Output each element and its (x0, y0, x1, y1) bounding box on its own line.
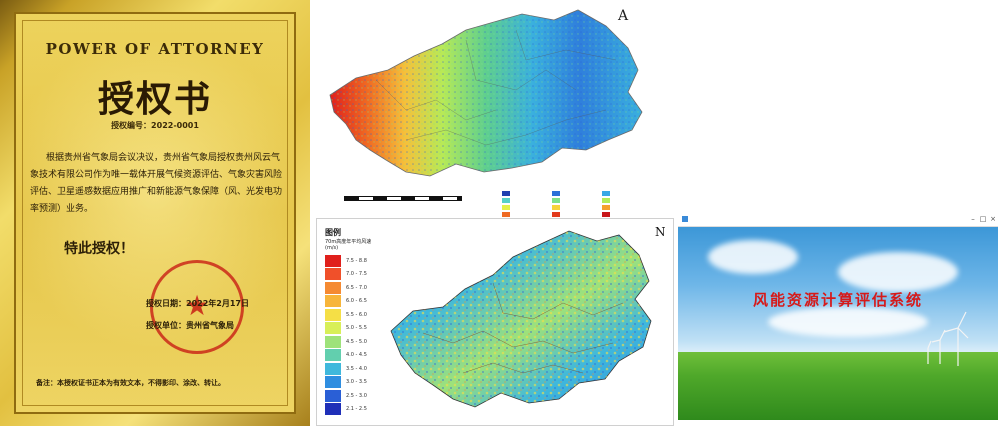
legend-row: 6.5 - 7.0 (325, 281, 383, 295)
certificate-title: 授权书 (97, 78, 212, 120)
legend-swatch (552, 197, 560, 203)
legend-subtitle: 70m高度年平均风速(m/s) (325, 239, 372, 251)
legend-swatch (552, 204, 560, 210)
legend-label: 3.5 - 4.0 (346, 365, 367, 372)
legend-row: 6.0 - 6.5 (325, 295, 383, 309)
legend-item (502, 190, 548, 196)
legend-swatch (325, 295, 341, 308)
window-controls: – □ × (968, 212, 998, 226)
legend-swatch (325, 308, 341, 321)
legend-label: 4.5 - 5.0 (346, 338, 367, 345)
legend-swatch (502, 204, 510, 210)
maximize-icon[interactable]: □ (979, 215, 987, 223)
legend-row: 7.5 - 8.8 (325, 254, 383, 268)
legend-swatch (325, 281, 341, 294)
grass-field (678, 352, 998, 420)
legend-row: 3.0 - 3.5 (325, 376, 383, 390)
close-icon[interactable]: × (990, 215, 996, 223)
legend-swatch (502, 211, 510, 217)
legend-label: 4.0 - 4.5 (346, 352, 367, 359)
legend-item (502, 204, 548, 210)
legend-item (602, 197, 648, 203)
seal-star-icon: ★ (184, 289, 210, 322)
wind-speed-map: 图例 70m高度年平均风速(m/s) 7.5 - 8.8 7.0 - 7.5 6.5… (316, 218, 674, 426)
legend-item (602, 211, 648, 217)
legend-swatch (502, 197, 510, 203)
legend-swatch (502, 190, 510, 196)
legend-label: 5.5 - 6.0 (346, 311, 367, 318)
certificate-date: 授权日期：2022年2月17日 (146, 299, 249, 308)
certificate-note: 备注：本授权证书正本为有效文本，不得影印、涂改、转让。 (36, 379, 225, 387)
legend-swatch (602, 211, 610, 217)
legend-swatch (552, 211, 560, 217)
climate-resource-map-top: A (316, 0, 674, 217)
legend-label: 6.0 - 6.5 (346, 298, 367, 305)
legend-label: 7.5 - 8.8 (346, 257, 367, 264)
north-arrow-icon: N (655, 225, 666, 239)
legend-row: 7.0 - 7.5 (325, 268, 383, 282)
legend-swatch (325, 403, 341, 416)
legend-item (552, 190, 598, 196)
legend-swatch (325, 362, 341, 375)
legend-row: 5.0 - 5.5 (325, 322, 383, 336)
cloud (768, 307, 928, 337)
legend-swatch (602, 197, 610, 203)
scale-bar (344, 196, 462, 201)
legend-label: 7.0 - 7.5 (346, 271, 367, 278)
power-of-attorney-certificate: POWER OF ATTORNEY 授权书 授权编号：2022-0001 根据贵… (0, 0, 310, 426)
legend-swatch (325, 349, 341, 362)
legend-swatch (325, 389, 341, 402)
legend-item (602, 190, 648, 196)
official-seal-icon: ★ (150, 260, 244, 354)
province-raster-map (329, 9, 643, 177)
legend-swatch (325, 376, 341, 389)
legend-row: 4.0 - 4.5 (325, 349, 383, 363)
legend-item (552, 211, 598, 217)
legend-item (552, 197, 598, 203)
certificate-inner-border (22, 20, 288, 406)
legend-swatch (602, 204, 610, 210)
legend-label: 2.1 - 2.5 (346, 406, 367, 413)
legend-title: 图例 (325, 228, 341, 237)
legend-item (552, 204, 598, 210)
legend-row: 5.5 - 6.0 (325, 308, 383, 322)
window-titlebar: – □ × (678, 212, 998, 227)
legend-label: 3.0 - 3.5 (346, 379, 367, 386)
certificate-issuing-unit: 授权单位：贵州省气象局 (146, 321, 234, 330)
legend-swatch (325, 322, 341, 335)
app-icon (682, 216, 688, 222)
wind-energy-app-splash: – □ × 风能资源计算评估系统 (678, 212, 998, 420)
legend-swatch (325, 268, 341, 281)
legend-swatches (502, 190, 662, 218)
legend-swatch (552, 190, 560, 196)
certificate-panel (14, 12, 296, 414)
north-arrow-icon: A (618, 8, 629, 24)
cloud (838, 252, 958, 292)
legend-item (602, 204, 648, 210)
legend-item (502, 211, 548, 217)
legend-row: 2.1 - 2.5 (325, 403, 383, 417)
legend-label: 5.0 - 5.5 (346, 325, 367, 332)
legend-swatch (602, 190, 610, 196)
cloud (708, 240, 798, 274)
legend-rows: 7.5 - 8.8 7.0 - 7.5 6.5 - 7.0 6.0 - 6.5 5.5 … (325, 254, 383, 416)
wind-raster-map (390, 230, 652, 408)
legend-label: 6.5 - 7.0 (346, 284, 367, 291)
certificate-heading: POWER OF ATTORNEY (45, 40, 265, 58)
minimize-icon[interactable]: – (971, 215, 975, 223)
legend-row: 3.5 - 4.0 (325, 362, 383, 376)
legend-swatch (325, 254, 341, 267)
certificate-number: 授权编号：2022-0001 (111, 121, 199, 130)
wind-speed-legend: 图例 70m高度年平均风速(m/s) 7.5 - 8.8 7.0 - 7.5 6.5… (325, 227, 383, 416)
certificate-special-authorization: 特此授权！ (64, 241, 134, 257)
certificate-body: 根据贵州省气象局会议决议，贵州省气象局授权贵州风云气象技术有限公司作为唯一载体开… (30, 153, 283, 214)
legend-label: 2.5 - 3.0 (346, 392, 367, 399)
legend-swatch (325, 335, 341, 348)
legend-row: 2.5 - 3.0 (325, 389, 383, 403)
map-top-legend (502, 190, 662, 218)
app-title: 风能资源计算评估系统 (752, 291, 923, 309)
legend-row: 4.5 - 5.0 (325, 335, 383, 349)
wind-turbine-icon (927, 311, 969, 366)
legend-item (502, 197, 548, 203)
